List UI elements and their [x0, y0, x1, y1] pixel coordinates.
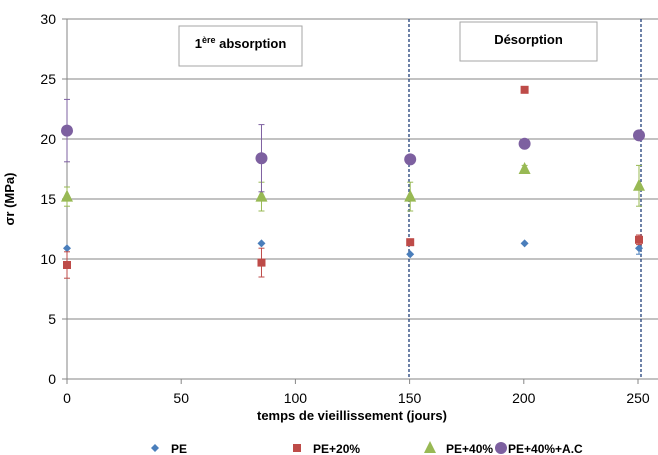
- y-tick-label: 15: [40, 191, 56, 207]
- annotation-box: [459, 21, 598, 62]
- data-point: [63, 244, 71, 253]
- y-tick-label: 0: [48, 371, 56, 387]
- series-pe-40-a-c: [61, 98, 645, 193]
- x-tick-label: 150: [398, 390, 422, 406]
- data-point: [257, 239, 266, 248]
- x-axis-title: temps de vieillissement (jours): [257, 408, 447, 423]
- annotation-label: Désorption: [494, 32, 563, 47]
- data-point: [518, 162, 531, 174]
- data-point: [404, 153, 417, 166]
- data-point: [635, 244, 643, 253]
- legend-label: PE+40%: [446, 442, 493, 455]
- series-pe: [63, 239, 643, 259]
- y-tick-label: 30: [40, 11, 56, 27]
- data-point: [520, 239, 529, 248]
- legend-label: PE: [171, 442, 187, 455]
- x-tick-label: 200: [512, 390, 536, 406]
- x-tick-label: 0: [63, 390, 71, 406]
- grid-layer: [67, 18, 658, 320]
- data-point: [63, 261, 71, 269]
- data-point: [406, 250, 415, 259]
- x-tick-label: 100: [284, 390, 308, 406]
- data-point: [255, 189, 268, 202]
- annotation-layer: 1ère absorption Désorption: [178, 21, 598, 67]
- data-point: [406, 238, 415, 247]
- data-point: [255, 152, 268, 165]
- axes-layer: 0 5 10 15 20 25 30 0 50 100 150 200 250: [40, 11, 658, 406]
- data-point: [633, 129, 645, 142]
- annotation-label: 1ère absorption: [195, 35, 287, 51]
- data-point: [518, 137, 531, 150]
- legend-marker: [495, 442, 507, 454]
- legend-label: PE+20%: [313, 442, 360, 455]
- y-axis-title: σr (MPa): [2, 173, 17, 226]
- data-point: [633, 178, 645, 191]
- data-point: [61, 189, 73, 202]
- data-point: [61, 124, 73, 137]
- data-point: [257, 258, 266, 267]
- data-point: [635, 235, 643, 244]
- x-tick-label: 50: [173, 390, 189, 406]
- annotation-box: [178, 25, 303, 67]
- x-tick-label: 250: [626, 390, 650, 406]
- legend-label: PE+40%+A.C: [508, 442, 583, 455]
- data-point: [520, 85, 529, 94]
- series-layer: [61, 85, 645, 279]
- y-tick-label: 5: [48, 311, 56, 327]
- legend: PE PE+20% PE+40% PE+40%+A.C: [151, 441, 583, 455]
- series-pe-40-: [61, 162, 645, 212]
- legend-marker: [151, 444, 159, 452]
- legend-marker: [424, 441, 436, 453]
- y-tick-label: 10: [40, 251, 56, 267]
- legend-marker: [293, 444, 301, 452]
- series-pe-20-: [63, 85, 643, 279]
- y-tick-label: 20: [40, 131, 56, 147]
- y-tick-label: 25: [40, 71, 56, 87]
- data-point: [404, 189, 417, 202]
